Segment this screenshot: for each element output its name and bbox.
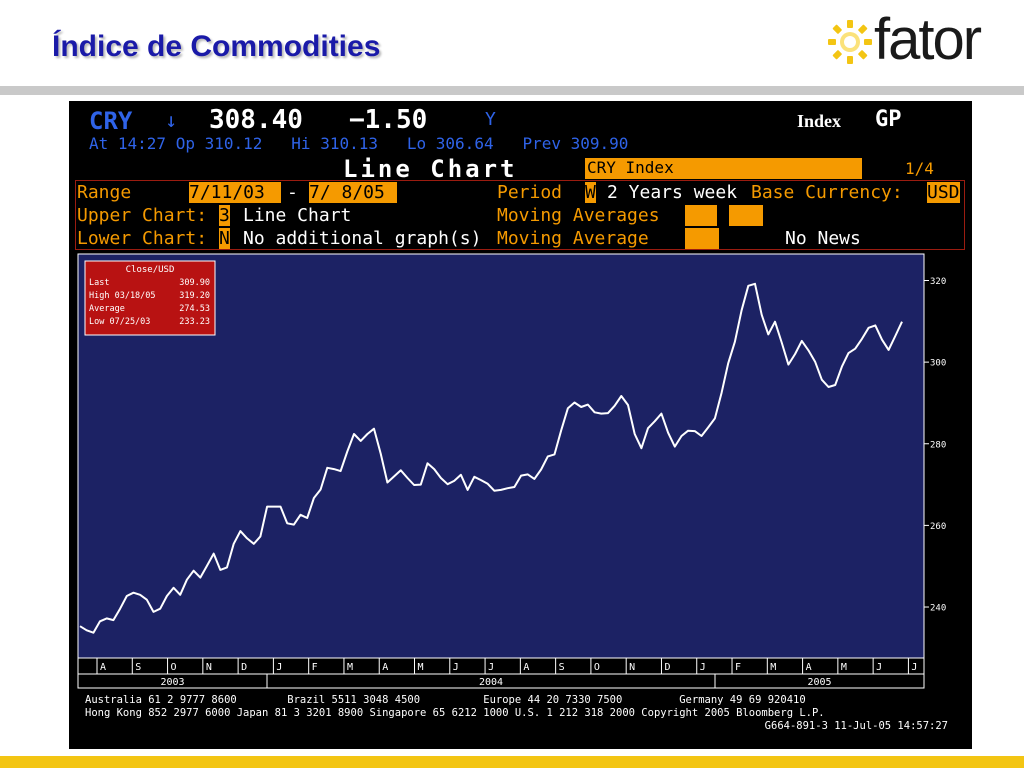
security-name: CRY Index (587, 158, 674, 177)
x-month-label: J (488, 662, 494, 673)
footer-phones-2: Hong Kong 852 2977 6000 Japan 81 3 3201 … (85, 707, 825, 719)
x-month-label: J (700, 662, 706, 673)
chart-legend: Close/USD Last 309.90 High 03/18/05 319.… (84, 260, 216, 336)
x-month-label: M (770, 662, 776, 673)
legend-low-value: 233.23 (179, 317, 210, 327)
legend-title: Close/USD (126, 265, 175, 275)
legend-average-value: 274.53 (179, 304, 210, 314)
legend-last-value: 309.90 (179, 278, 210, 288)
last-price: 308.40 (209, 105, 303, 135)
news-status: No News (785, 228, 861, 249)
line-chart: 240 260 280 300 320 A S O N D J F M A M J J A S O N D J F M A M J J… (77, 253, 946, 689)
base-currency-input[interactable]: USD (927, 182, 960, 203)
x-month-label: J (276, 662, 282, 673)
lower-chart-text: No additional graph(s) (243, 228, 482, 249)
x-month-label: D (241, 662, 247, 673)
ticker: CRY (89, 107, 133, 135)
moving-average-lower-input[interactable] (685, 228, 719, 249)
x-month-label: M (418, 662, 424, 673)
y-tick-label: 240 (930, 604, 946, 614)
security-field[interactable] (585, 158, 862, 179)
range-dash: - (287, 182, 298, 203)
y-tick-label: 260 (930, 522, 946, 532)
x-month-label: O (171, 662, 177, 673)
legend-last-label: Last (89, 278, 109, 288)
parameters-panel (75, 180, 965, 250)
x-year-label: 2003 (160, 677, 184, 688)
upper-chart-code-input[interactable]: 3 (219, 205, 230, 226)
bloomberg-terminal-screen: CRY ↓ 308.40 −1.50 Y Index GP At 14:27 O… (69, 101, 972, 749)
header-divider (0, 86, 1024, 95)
upper-chart-label: Upper Chart: (77, 205, 208, 226)
y-tick-label: 280 (930, 440, 946, 450)
page-indicator: 1/4 (905, 159, 934, 178)
sun-logo-icon (828, 20, 872, 64)
x-month-label: F (735, 662, 741, 673)
x-month-label: N (629, 662, 635, 673)
x-month-label: F (312, 662, 318, 673)
period-code-input[interactable]: W (585, 182, 596, 203)
moving-averages-label: Moving Averages (497, 205, 660, 226)
range-start-input[interactable]: 7/11/03 (189, 182, 281, 203)
footer-timestamp: G664-891-3 11-Jul-05 14:57:27 (764, 720, 948, 732)
footer-bar (0, 756, 1024, 768)
x-month-label: J (911, 662, 917, 673)
x-month-label: N (206, 662, 212, 673)
price-flag: Y (485, 109, 496, 130)
legend-high-label: High 03/18/05 (89, 291, 156, 301)
base-currency-label: Base Currency: (751, 182, 903, 203)
logo-text: fator (874, 7, 982, 72)
chart-title: Line Chart (343, 155, 518, 183)
y-tick-label: 300 (930, 359, 946, 369)
x-month-label: A (806, 662, 812, 673)
x-month-label: J (453, 662, 459, 673)
moving-average-2-input[interactable] (729, 205, 763, 226)
legend-low-label: Low 07/25/03 (89, 317, 150, 327)
moving-average-label: Moving Average (497, 228, 649, 249)
legend-average-label: Average (89, 304, 125, 314)
x-month-label: J (876, 662, 882, 673)
legend-box (84, 260, 216, 336)
price-change: −1.50 (349, 105, 428, 135)
lower-chart-code-input[interactable]: N (219, 228, 230, 249)
x-month-label: A (100, 662, 106, 673)
upper-chart-text: Line Chart (243, 205, 352, 226)
footer-phones-1: Australia 61 2 9777 8600 Brazil 5511 304… (85, 694, 806, 706)
down-arrow-icon: ↓ (165, 108, 178, 132)
quote-line: At 14:27 Op 310.12 Hi 310.13 Lo 306.64 P… (89, 134, 629, 153)
x-month-label: M (841, 662, 847, 673)
function-code: GP (875, 107, 902, 132)
x-axis: A S O N D J F M A M J J A S O N D J F M A M J J 2003 2004 2005 (77, 657, 925, 689)
fator-logo: fator (828, 7, 1018, 74)
x-month-label: M (347, 662, 353, 673)
period-text: 2 Years week (607, 182, 738, 203)
x-month-label: A (382, 662, 388, 673)
x-axis-panel (77, 657, 925, 689)
index-label: Index (797, 111, 842, 131)
period-label: Period (497, 182, 563, 203)
x-year-label: 2004 (479, 677, 503, 688)
x-month-label: A (523, 662, 529, 673)
plot-area (77, 253, 925, 659)
x-year-label: 2005 (807, 677, 831, 688)
range-end-input[interactable]: 7/ 8/05 (309, 182, 397, 203)
moving-average-1-input[interactable] (685, 205, 717, 226)
x-month-label: S (559, 662, 565, 673)
lower-chart-label: Lower Chart: (77, 228, 208, 249)
x-month-label: D (664, 662, 670, 673)
y-axis-ticks: 240 260 280 300 320 (924, 277, 946, 614)
legend-high-value: 319.20 (179, 291, 210, 301)
range-label: Range (77, 182, 132, 203)
x-month-label: S (135, 662, 141, 673)
y-tick-label: 320 (930, 277, 946, 287)
slide-title: Índice de Commodities (52, 30, 381, 63)
series-line-close-usd (79, 282, 903, 634)
x-month-label: O (594, 662, 600, 673)
